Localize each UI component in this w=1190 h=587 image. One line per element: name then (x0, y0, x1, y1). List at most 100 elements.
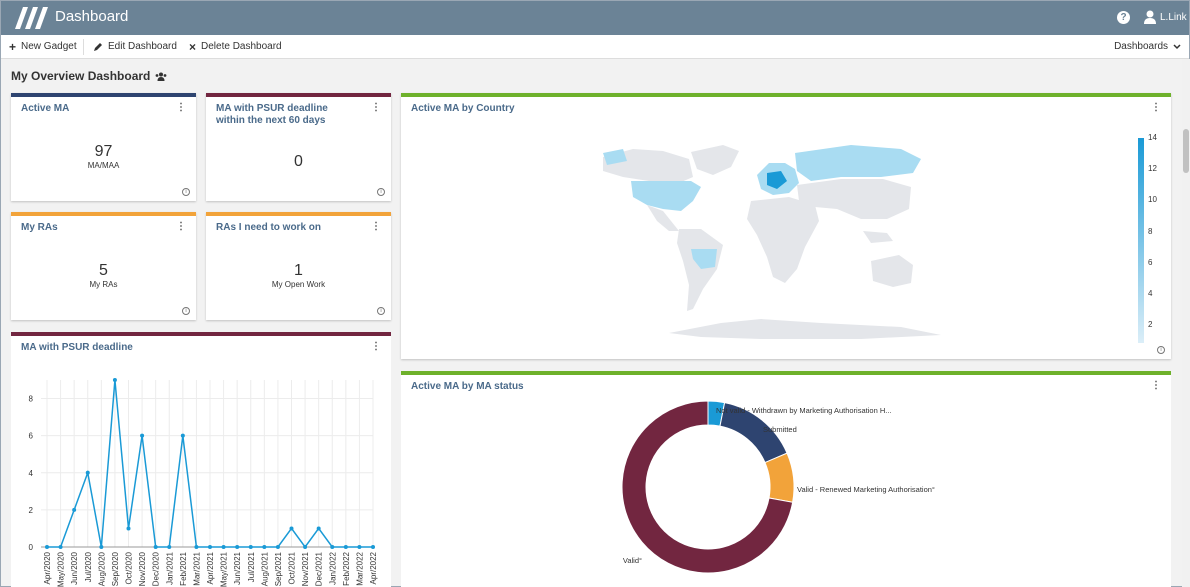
map-region-australia[interactable] (871, 255, 913, 287)
x-tick-label: Jun/2021 (233, 551, 242, 584)
widget-title-line2: within the next 60 days (216, 115, 326, 126)
slice-label: Submitted (763, 425, 797, 434)
map-region-germany[interactable] (767, 171, 787, 189)
kebab-menu-icon[interactable]: ⋮ (1151, 102, 1161, 113)
data-point (330, 545, 335, 549)
x-tick-label: Sep/2020 (111, 551, 120, 586)
data-point (167, 545, 172, 549)
data-point (262, 545, 267, 549)
data-point (58, 545, 63, 549)
my-ras-unit: My RAs (89, 280, 118, 289)
psur-line-chart: 0 2 4 6 8 Apr/2020 May/2020 Jun/2020 Jul/2020 Aug… (29, 378, 378, 587)
map-region-russia[interactable] (795, 145, 921, 181)
map-region-greenland[interactable] (691, 145, 739, 175)
widget-title: Active MA by Country (411, 103, 515, 114)
data-point (194, 545, 199, 549)
map-region-mexico[interactable] (647, 205, 679, 231)
psur-60-widget: MA with PSUR deadline within the next 60… (206, 93, 391, 201)
help-icon[interactable]: ? (1117, 11, 1130, 24)
data-point (316, 526, 321, 531)
kebab-menu-icon[interactable]: ⋮ (176, 221, 186, 232)
data-point (85, 470, 90, 475)
x-tick-label: Nov/2021 (301, 551, 310, 586)
y-tick-label: 0 (29, 543, 34, 552)
info-icon[interactable]: i (377, 188, 385, 196)
x-tick-label: Apr/2022 (369, 551, 378, 584)
top-bar: Dashboard ? L.Link (1, 1, 1189, 35)
data-point (357, 545, 362, 549)
map-region-indonesia[interactable] (863, 231, 893, 243)
chart-grid (41, 380, 374, 548)
close-icon: × (189, 39, 197, 54)
kebab-menu-icon[interactable]: ⋮ (371, 221, 381, 232)
ras-work-unit: My Open Work (271, 280, 326, 289)
map-region-asia[interactable] (797, 179, 911, 219)
legend-tick-label: 2 (1148, 320, 1153, 330)
status-widget: Active MA by MA status ⋮ Not valid - Wit… (401, 371, 1171, 587)
x-tick-label: Feb/2022 (342, 551, 351, 585)
edit-dashboard-label: Edit Dashboard (108, 41, 177, 52)
data-point (112, 378, 117, 382)
data-point (221, 545, 226, 549)
widget-title: Active MA by MA status (411, 381, 524, 392)
user-name[interactable]: L.Link (1160, 12, 1187, 23)
x-tick-label: Mar/2021 (192, 551, 201, 585)
legend-tick-label: 10 (1148, 195, 1157, 205)
map-region-usa[interactable] (631, 181, 701, 211)
map-region-south-america[interactable] (677, 229, 723, 311)
x-tick-label: Apr/2021 (206, 551, 215, 584)
app-title: Dashboard (55, 8, 129, 25)
map-region-antarctica[interactable] (669, 319, 941, 339)
info-icon[interactable]: i (1157, 346, 1165, 354)
x-tick-label: Sep/2021 (274, 551, 283, 586)
user-icon[interactable] (1144, 10, 1156, 24)
x-tick-label: Jul/2020 (84, 551, 93, 582)
slice-label: Valid - Renewed Marketing Authorisation° (797, 485, 935, 494)
active-ma-unit: MA/MAA (87, 161, 120, 170)
slice-label: Valid° (623, 556, 642, 565)
map-region-alaska[interactable] (603, 149, 627, 165)
slice-label: Not valid - Withdrawn by Marketing Autho… (716, 406, 892, 415)
y-tick-label: 6 (29, 432, 34, 441)
psur-60-value: 0 (294, 153, 303, 170)
data-point (72, 507, 77, 512)
x-tick-label: May/2021 (220, 551, 229, 587)
widget-title: My RAs (21, 222, 58, 233)
x-tick-label: Feb/2021 (179, 551, 188, 585)
dashboards-select[interactable]: Dashboards (1114, 41, 1181, 52)
map-region-africa[interactable] (747, 197, 819, 283)
scrollbar-thumb[interactable] (1183, 129, 1189, 173)
toolbar: + New Gadget Edit Dashboard × Delete Das… (1, 35, 1189, 59)
logo-icon[interactable] (9, 7, 49, 29)
kebab-menu-icon[interactable]: ⋮ (371, 102, 381, 113)
x-tick-label: Oct/2020 (125, 551, 134, 584)
widget-title: MA with PSUR deadline within the next 60… (216, 103, 328, 127)
edit-dashboard-button[interactable]: Edit Dashboard (93, 41, 177, 52)
active-ma-widget: Active MA ⋮ 97 MA/MAA i (11, 93, 196, 201)
map-color-legend (1138, 138, 1144, 343)
map-region-brazil[interactable] (691, 249, 717, 269)
kebab-menu-icon[interactable]: ⋮ (1151, 380, 1161, 391)
info-icon[interactable]: i (182, 188, 190, 196)
data-point (235, 545, 240, 549)
data-point (140, 433, 145, 438)
ras-work-widget: RAs I need to work on ⋮ 1 My Open Work i (206, 212, 391, 320)
data-point (303, 545, 308, 549)
info-icon[interactable]: i (377, 307, 385, 315)
x-tick-label: Nov/2020 (138, 551, 147, 586)
data-point (275, 545, 280, 549)
kebab-menu-icon[interactable]: ⋮ (371, 341, 381, 352)
my-ras-widget: My RAs ⋮ 5 My RAs i (11, 212, 196, 320)
new-gadget-button[interactable]: + New Gadget (9, 41, 77, 53)
psur-chart-widget: MA with PSUR deadline ⋮ 0 2 4 6 8 Apr/2020 May… (11, 332, 391, 587)
x-tick-label: Dec/2021 (315, 551, 324, 586)
pencil-icon (94, 42, 102, 51)
kebab-menu-icon[interactable]: ⋮ (176, 102, 186, 113)
x-tick-label: Jan/2021 (165, 551, 174, 584)
donut-slice (764, 452, 795, 503)
y-tick-label: 4 (29, 469, 34, 478)
delete-dashboard-button[interactable]: × Delete Dashboard (189, 39, 282, 54)
page-scrollbar[interactable] (1182, 59, 1190, 587)
info-icon[interactable]: i (182, 307, 190, 315)
my-ras-value: 5 (99, 262, 108, 279)
